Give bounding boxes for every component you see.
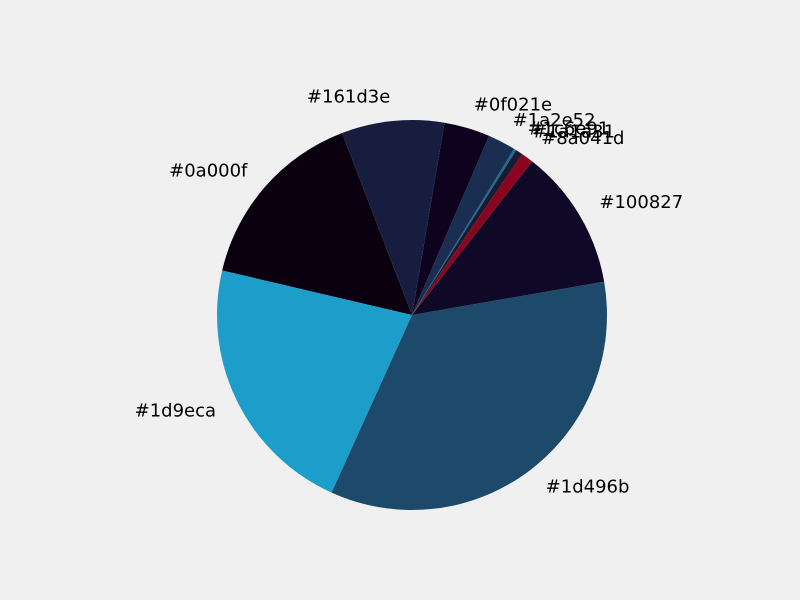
pie-slice-label: #1d9eca xyxy=(135,400,216,421)
pie-slice-label: #8a041d xyxy=(541,128,624,149)
pie-slice-label: #1d496b xyxy=(546,477,630,498)
pie-slice-label: #0a000f xyxy=(169,160,248,181)
pie-slice xyxy=(222,132,412,315)
pie-slice xyxy=(412,135,515,315)
pie-slice-label: #100827 xyxy=(599,192,683,213)
pie-slice xyxy=(412,161,605,315)
pie-slice xyxy=(216,270,412,493)
pie-slice xyxy=(342,119,445,315)
pie-labels: #0a000f #1d9eca #1d496b #100827 #8a041d#1a1a… xyxy=(135,87,684,498)
pie-slice-label: #1c6e91 xyxy=(527,119,609,140)
pie-slice-label: #161d3e xyxy=(307,87,390,108)
pie-slice xyxy=(412,154,533,315)
pie-slice xyxy=(331,281,607,510)
pie-slice-label: #1a2e52 xyxy=(513,110,596,131)
pie-slice xyxy=(412,148,517,315)
pie-slice xyxy=(412,122,490,315)
pie-slice xyxy=(412,150,523,315)
pie-slices xyxy=(216,119,607,510)
pie-slice-label: #1a1a31 xyxy=(532,122,615,143)
pie-slice-label: #0f021e xyxy=(474,95,552,116)
